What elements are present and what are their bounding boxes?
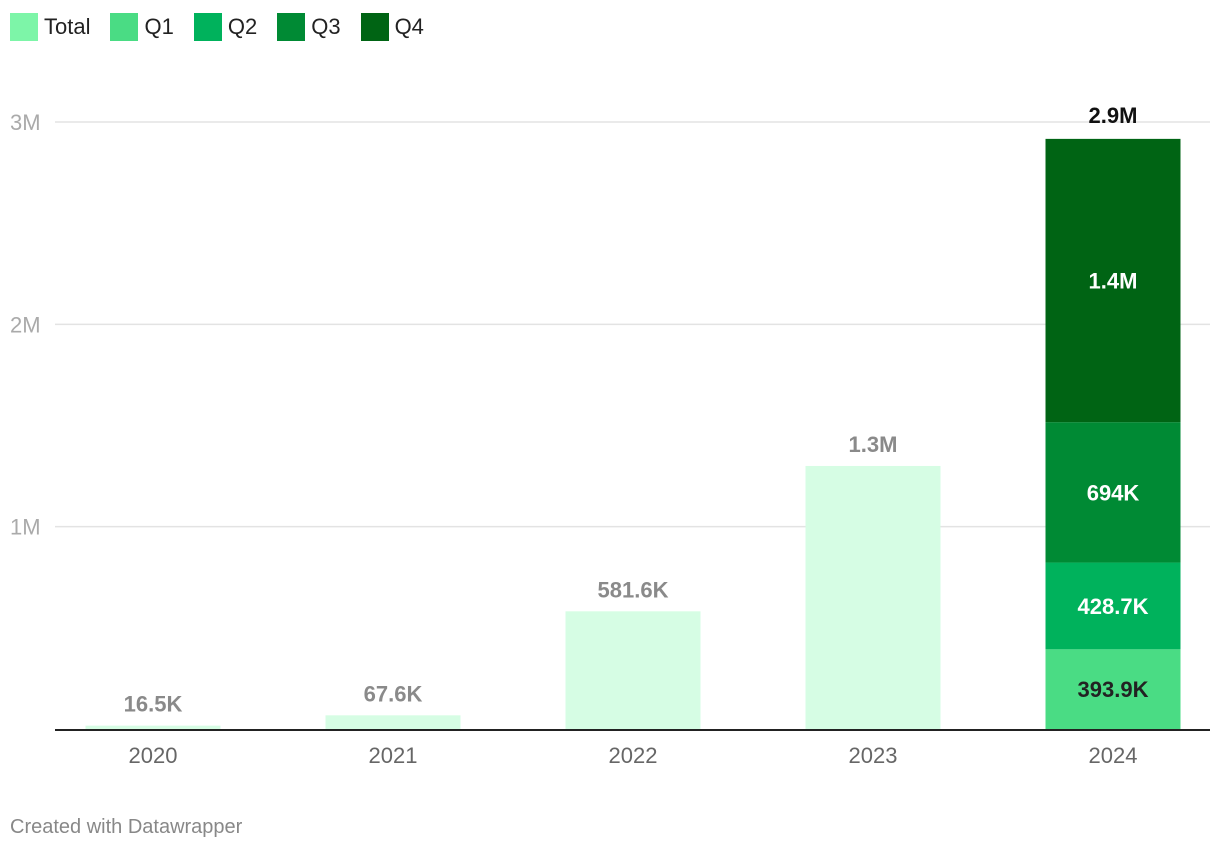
legend-label-q4: Q4 xyxy=(394,14,424,39)
data-label-2022-total: 581.6K xyxy=(598,577,669,602)
y-tick-label-2M: 2M xyxy=(10,312,41,337)
data-label-2020-total: 16.5K xyxy=(124,692,183,717)
bar-2022-total xyxy=(565,611,701,729)
legend-swatch-q4 xyxy=(360,13,389,41)
legend-item-q1: Q1 xyxy=(110,13,174,41)
total-label-2024: 2.9M xyxy=(1089,103,1138,128)
legend-label-q2: Q2 xyxy=(227,14,258,39)
bar-2020-total xyxy=(85,725,221,729)
legend-label-total: Total xyxy=(44,14,91,39)
legend-swatch-total xyxy=(10,13,38,41)
x-tick-label-2023: 2023 xyxy=(849,743,898,768)
data-label-2024-q2: 428.7K xyxy=(1078,594,1149,619)
legend-item-q2: Q2 xyxy=(193,13,258,41)
legend-item-q4: Q4 xyxy=(360,13,424,41)
bar-2024-q2 xyxy=(1045,562,1181,650)
x-tick-label-2022: 2022 xyxy=(609,743,658,768)
legend-item-q3: Q3 xyxy=(277,13,341,41)
legend-swatch-q1 xyxy=(110,13,139,41)
x-tick-label-2020: 2020 xyxy=(129,743,178,768)
legend-item-total: Total xyxy=(10,13,90,41)
legend-swatch-q2 xyxy=(193,13,222,41)
legend-label-q3: Q3 xyxy=(311,14,341,39)
bar-2023-total xyxy=(805,465,941,729)
legend: Total Q1 Q2 Q3 Q4 xyxy=(10,12,444,42)
bar-2024-q3 xyxy=(1045,422,1181,563)
data-label-2023-total: 1.3M xyxy=(849,432,898,457)
bar-2024-q1 xyxy=(1045,649,1181,729)
bar-2021-total xyxy=(325,715,461,729)
data-label-2024-q4: 1.4M xyxy=(1089,269,1138,294)
y-tick-label-1M: 1M xyxy=(10,515,41,540)
legend-swatch-q3 xyxy=(277,13,306,41)
x-tick-label-2024: 2024 xyxy=(1089,743,1138,768)
data-label-2021-total: 67.6K xyxy=(364,681,423,706)
data-label-2024-q1: 393.9K xyxy=(1078,677,1149,702)
y-tick-label-3M: 3M xyxy=(10,110,41,135)
legend-label-q1: Q1 xyxy=(144,14,174,39)
bar-2024-q4 xyxy=(1045,138,1181,423)
footer-credit: Created with Datawrapper xyxy=(10,816,243,838)
x-tick-label-2021: 2021 xyxy=(369,743,418,768)
data-label-2024-q3: 694K xyxy=(1087,480,1140,505)
